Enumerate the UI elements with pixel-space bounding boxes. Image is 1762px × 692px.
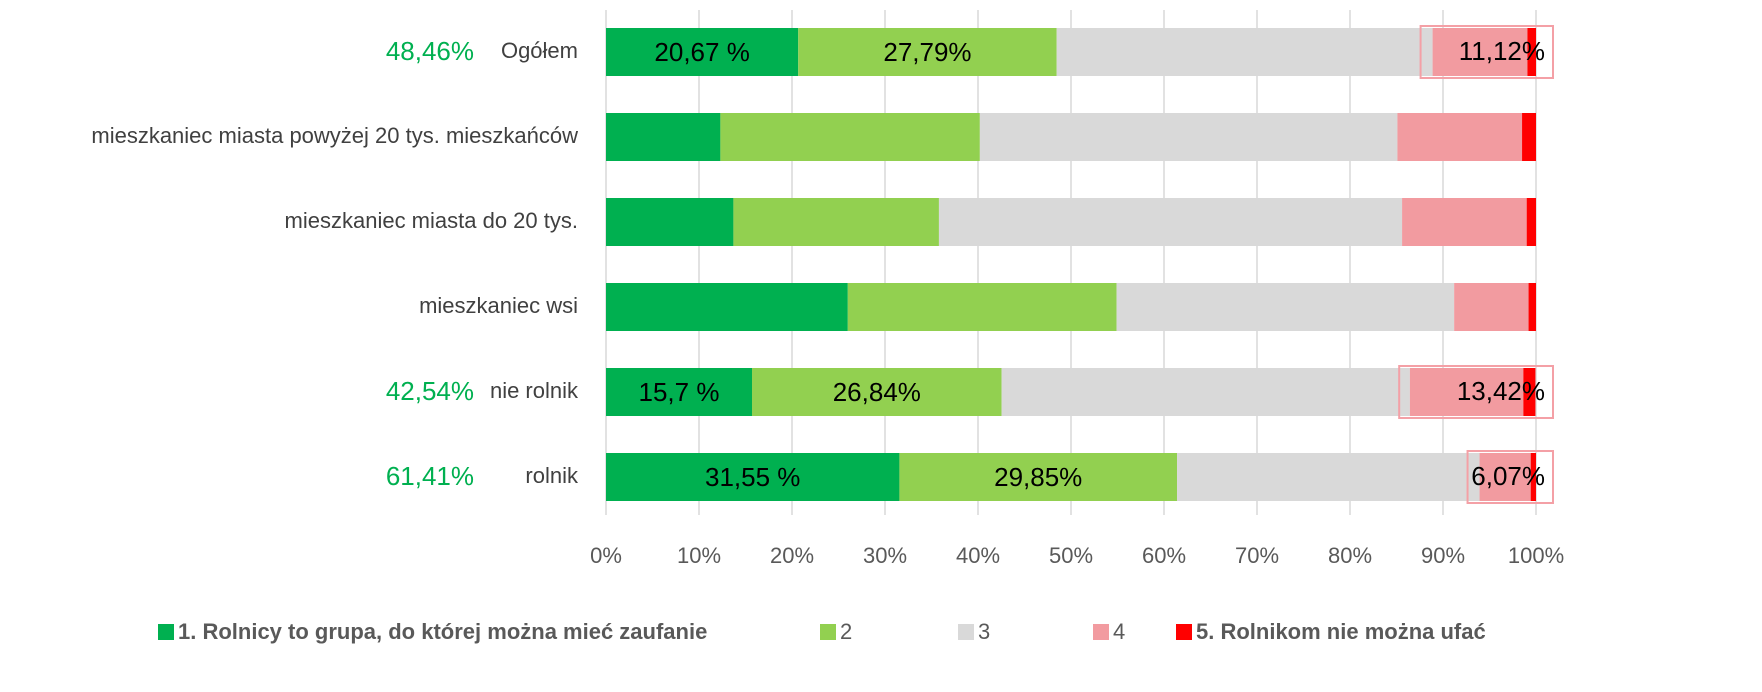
total-label: 48,46%	[386, 36, 474, 66]
x-tick-label: 40%	[956, 543, 1000, 568]
x-tick-label: 10%	[677, 543, 721, 568]
category-label: Ogółem	[501, 38, 578, 63]
data-label: 31,55 %	[705, 462, 800, 492]
bar-segment	[1402, 198, 1527, 246]
bar-segment	[847, 283, 1117, 331]
legend-label: 2	[840, 619, 852, 644]
bar-segment	[1056, 28, 1433, 76]
x-tick-label: 70%	[1235, 543, 1279, 568]
bar-segment	[1530, 453, 1536, 501]
annotation-label: 13,42%	[1457, 376, 1545, 406]
legend-label: 5. Rolnikom nie można ufać	[1196, 619, 1486, 644]
legend-swatch	[958, 624, 974, 640]
annotation-label: 6,07%	[1471, 461, 1545, 491]
legend-swatch	[1176, 624, 1192, 640]
bar-segment	[1528, 283, 1536, 331]
bar-segment	[1001, 368, 1410, 416]
x-tick-label: 80%	[1328, 543, 1372, 568]
x-tick-label: 60%	[1142, 543, 1186, 568]
bar-segment	[606, 453, 900, 501]
category-label: nie rolnik	[490, 378, 579, 403]
category-label: mieszkaniec miasta powyżej 20 tys. miesz…	[91, 123, 578, 148]
x-tick-label: 30%	[863, 543, 907, 568]
legend-swatch	[158, 624, 174, 640]
x-tick-label: 100%	[1508, 543, 1564, 568]
bar-segment	[1522, 113, 1536, 161]
bar-segment	[1523, 368, 1536, 416]
highlight-box	[1419, 25, 1554, 79]
x-tick-label: 50%	[1049, 543, 1093, 568]
bar-segment	[606, 198, 734, 246]
highlight-box	[1466, 450, 1554, 504]
bar-segment	[938, 198, 1403, 246]
bar-segment	[798, 28, 1057, 76]
bar-segment	[606, 368, 753, 416]
x-tick-label: 0%	[590, 543, 622, 568]
bar-segment	[1454, 283, 1529, 331]
x-tick-label: 20%	[770, 543, 814, 568]
legend-swatch	[1093, 624, 1109, 640]
category-label: mieszkaniec miasta do 20 tys.	[285, 208, 578, 233]
bar-segment	[733, 198, 939, 246]
legend-label: 4	[1113, 619, 1125, 644]
bar-segment	[1479, 453, 1531, 501]
bar-segment	[606, 113, 721, 161]
bar-segment	[899, 453, 1178, 501]
total-label: 42,54%	[386, 376, 474, 406]
category-label: mieszkaniec wsi	[419, 293, 578, 318]
bar-segment	[1397, 113, 1523, 161]
x-tick-label: 90%	[1421, 543, 1465, 568]
bar-segment	[752, 368, 1002, 416]
highlight-box	[1398, 365, 1554, 419]
data-label: 26,84%	[833, 377, 921, 407]
data-label: 29,85%	[994, 462, 1082, 492]
bar-segment	[1526, 198, 1536, 246]
bar-segment	[1409, 368, 1524, 416]
legend-label: 1. Rolnicy to grupa, do której można mie…	[178, 619, 707, 644]
data-label: 27,79%	[883, 37, 971, 67]
bar-segment	[1116, 283, 1455, 331]
bar-segment	[1432, 28, 1528, 76]
bar-segment	[606, 283, 848, 331]
bar-segment	[1527, 28, 1536, 76]
bar-segment	[720, 113, 980, 161]
total-label: 61,41%	[386, 461, 474, 491]
legend-swatch	[820, 624, 836, 640]
bar-segment	[606, 28, 799, 76]
bar-segment	[979, 113, 1398, 161]
legend-label: 3	[978, 619, 990, 644]
bar-segment	[1177, 453, 1480, 501]
category-label: rolnik	[525, 463, 579, 488]
annotation-label: 11,12%	[1459, 36, 1545, 66]
data-label: 20,67 %	[654, 37, 749, 67]
data-label: 15,7 %	[639, 377, 720, 407]
